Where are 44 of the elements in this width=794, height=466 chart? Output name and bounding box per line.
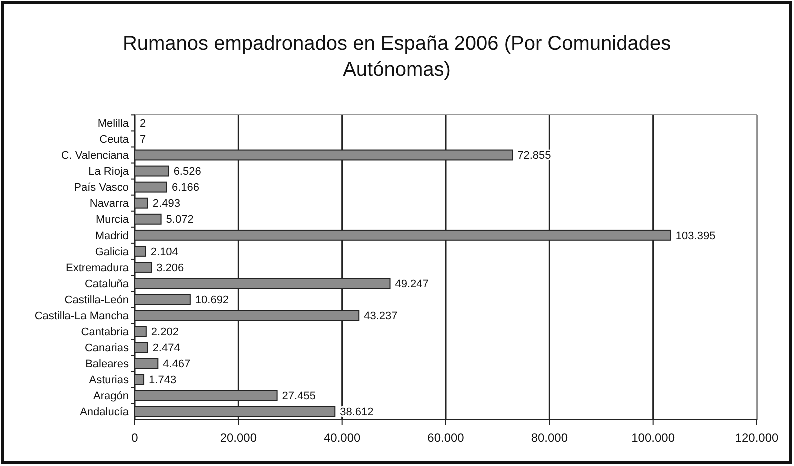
y-tick-label: Aragón bbox=[94, 390, 129, 403]
data-label: 2.202 bbox=[151, 326, 179, 338]
y-tick-label: País Vasco bbox=[74, 182, 129, 194]
data-label: 7 bbox=[140, 134, 146, 146]
data-label: 4.467 bbox=[163, 358, 191, 371]
data-label: 5.072 bbox=[166, 214, 194, 226]
y-tick-label: Murcia bbox=[96, 214, 130, 226]
y-tick-label: Andalucía bbox=[80, 406, 130, 419]
x-tick-label: 60.000 bbox=[428, 431, 465, 445]
data-label: 2.104 bbox=[150, 246, 178, 258]
data-label: 3.206 bbox=[156, 262, 184, 274]
y-tick-label: Galicia bbox=[95, 246, 130, 258]
y-tick-label: Castilla-La Mancha bbox=[34, 310, 130, 322]
data-label: 6.526 bbox=[174, 166, 202, 178]
y-tick-label: Baleares bbox=[86, 358, 130, 371]
y-tick-label: Navarra bbox=[90, 198, 130, 210]
data-label: 6.166 bbox=[172, 182, 200, 194]
data-label: 103.395 bbox=[676, 230, 716, 242]
x-tick-label: 100.000 bbox=[632, 431, 676, 445]
y-tick-label: Castilla-León bbox=[64, 294, 129, 306]
y-tick-label: La Rioja bbox=[88, 166, 130, 178]
y-tick-label: Cataluña bbox=[84, 278, 130, 290]
data-label: 27.455 bbox=[282, 390, 316, 403]
data-label: 2 bbox=[140, 118, 146, 130]
y-tick-label: C. Valenciana bbox=[61, 150, 130, 162]
y-tick-label: Madrid bbox=[95, 230, 129, 242]
data-label: 2.493 bbox=[152, 198, 180, 210]
data-label: 10.692 bbox=[195, 294, 230, 306]
y-tick-label: Cantabria bbox=[81, 326, 130, 338]
x-tick-label: 0 bbox=[132, 431, 139, 445]
x-tick-label: 40.000 bbox=[324, 431, 362, 445]
y-tick-label: Melilla bbox=[98, 118, 130, 130]
data-label: 1.743 bbox=[149, 374, 177, 387]
data-label: 43.237 bbox=[364, 310, 398, 322]
chart-title: Rumanos empadronados en España 2006 (Por Comunidades Autónomas) bbox=[122, 33, 672, 81]
x-tick-label: 80.000 bbox=[531, 431, 568, 445]
y-tick-label: Extremadura bbox=[66, 262, 130, 274]
y-tick-label: Asturias bbox=[89, 374, 130, 387]
x-tick-label: 120.000 bbox=[735, 431, 780, 445]
data-label: 49.247 bbox=[395, 278, 429, 290]
y-tick-label: Ceuta bbox=[100, 134, 130, 146]
data-label: 2.474 bbox=[152, 342, 180, 355]
x-tick-label: 20.000 bbox=[220, 431, 258, 445]
y-tick-label: Canarias bbox=[84, 342, 130, 355]
